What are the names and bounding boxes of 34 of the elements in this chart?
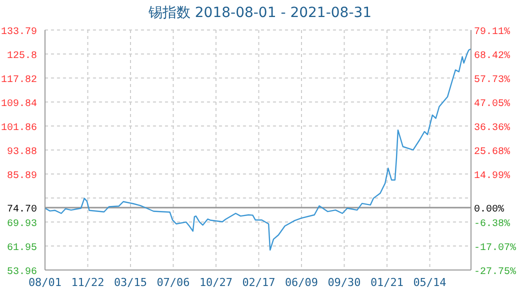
y2-tick-label: 47.05% xyxy=(474,99,510,110)
y-tick-label: 109.84 xyxy=(0,99,37,110)
y2-tick-label: 25.68% xyxy=(474,147,510,158)
x-tick-label: 10/27 xyxy=(199,276,233,289)
x-tick-label: 05/14 xyxy=(413,276,447,289)
y2-tick-label: -17.07% xyxy=(474,243,516,254)
x-tick-label: 08/01 xyxy=(28,276,62,289)
y2-tick-label: 36.36% xyxy=(474,123,510,134)
x-tick-label: 03/15 xyxy=(114,276,148,289)
y2-tick-label: 14.99% xyxy=(474,171,510,182)
y-tick-label: 101.86 xyxy=(0,122,37,134)
y2-tick-label: 68.42% xyxy=(474,51,510,62)
x-tick-label: 11/22 xyxy=(71,276,104,289)
x-tick-label: 07/06 xyxy=(156,276,190,289)
y2-tick-label: -6.38% xyxy=(474,219,510,230)
line-series xyxy=(45,48,471,251)
y2-tick-label: 0.00% xyxy=(474,204,504,216)
y-tick-label: 125.8 xyxy=(6,51,37,62)
y-tick-label: 93.88 xyxy=(6,146,37,158)
y2-tick-label: 79.11% xyxy=(474,27,510,38)
x-tick-label: 06/09 xyxy=(284,276,318,289)
y-tick-label: 117.82 xyxy=(0,75,37,86)
y-tick-label: 53.96 xyxy=(6,267,37,278)
x-tick-label: 02/17 xyxy=(242,276,276,289)
y-tick-label: 74.70 xyxy=(6,204,37,216)
x-tick-label: 01/21 xyxy=(370,276,404,289)
y-tick-label: 85.89 xyxy=(6,171,37,182)
x-tick-label: 09/30 xyxy=(328,276,361,289)
y-tick-label: 61.95 xyxy=(6,242,37,254)
y-tick-label: 69.93 xyxy=(6,218,37,230)
y2-tick-label: 57.73% xyxy=(474,75,510,86)
y-tick-label: 133.79 xyxy=(0,27,37,38)
chart-title: 锡指数 2018-08-01 - 2021-08-31 xyxy=(147,4,373,22)
y2-tick-label: -27.75% xyxy=(474,267,516,278)
